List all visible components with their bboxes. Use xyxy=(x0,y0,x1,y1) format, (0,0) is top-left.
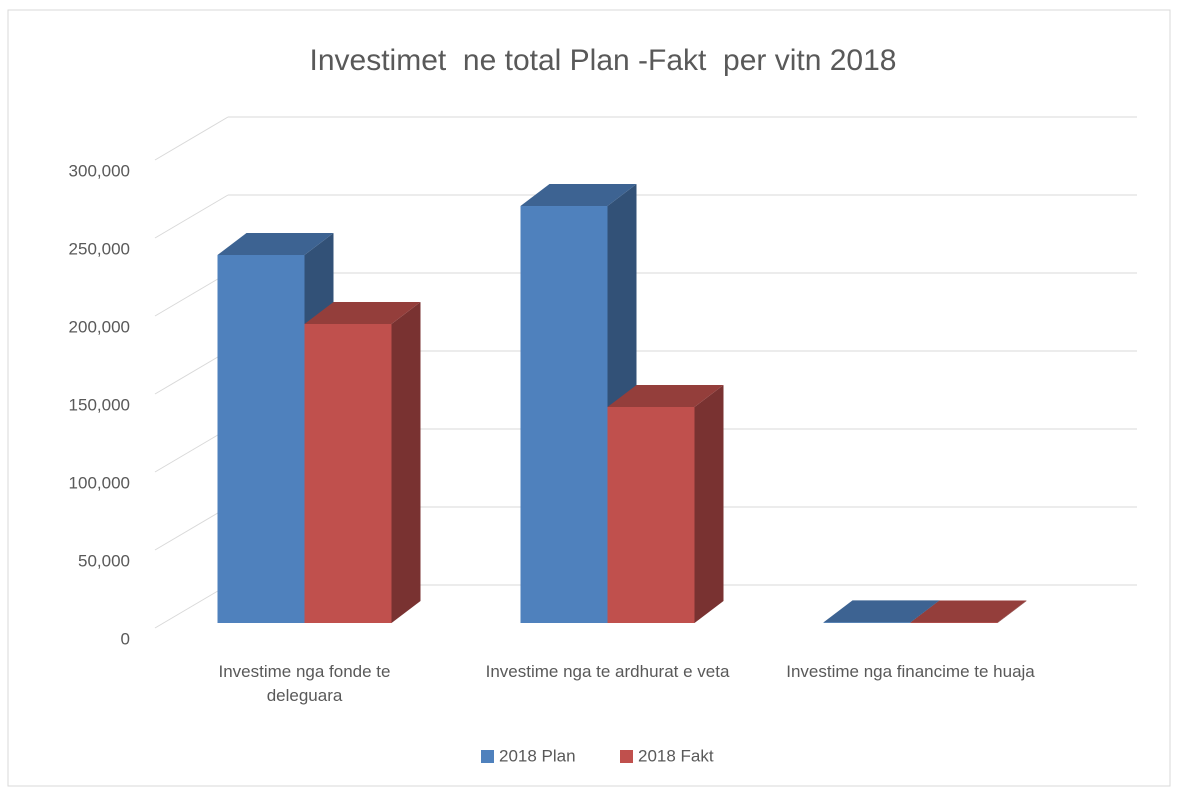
y-tick-label: 250,000 xyxy=(69,239,130,258)
bar-top xyxy=(520,184,637,207)
x-tick-label: Investime nga financime te huaja xyxy=(786,662,1035,681)
grid-line-side xyxy=(154,194,229,239)
bar xyxy=(823,622,911,623)
bar-top xyxy=(217,232,334,255)
legend-label: 2018 Plan xyxy=(499,746,576,765)
bar-side xyxy=(694,384,724,623)
legend-swatch xyxy=(481,750,494,763)
y-tick-label: 100,000 xyxy=(69,473,130,492)
bar-side xyxy=(997,600,1027,623)
bar-top xyxy=(823,600,940,623)
y-tick-label: 150,000 xyxy=(69,395,130,414)
bar-top xyxy=(910,600,1027,623)
y-tick-label: 200,000 xyxy=(69,317,130,336)
y-tick-label: 300,000 xyxy=(69,161,130,180)
bar-top xyxy=(607,384,724,407)
bar xyxy=(304,323,392,623)
y-tick-label: 0 xyxy=(121,629,130,648)
chart-title: Investimet ne total Plan -Fakt per vitn … xyxy=(310,44,897,77)
grid-line-side xyxy=(154,428,229,473)
grid-line-side xyxy=(154,116,229,161)
bar xyxy=(217,254,305,623)
grid-line-side xyxy=(154,350,229,395)
x-tick-label: Investime nga fonde te deleguara xyxy=(218,662,391,705)
y-tick-label: 50,000 xyxy=(78,551,130,570)
grid-line-side xyxy=(154,584,229,629)
bar xyxy=(607,406,695,623)
legend-label: 2018 Fakt xyxy=(638,746,714,765)
legend-swatch xyxy=(620,750,633,763)
bar xyxy=(520,206,608,623)
bar-side xyxy=(391,301,421,623)
grid-line-side xyxy=(154,506,229,551)
bar-top xyxy=(304,301,421,324)
grid-line-side xyxy=(154,272,229,317)
x-tick-label: Investime nga te ardhurat e veta xyxy=(485,662,730,681)
